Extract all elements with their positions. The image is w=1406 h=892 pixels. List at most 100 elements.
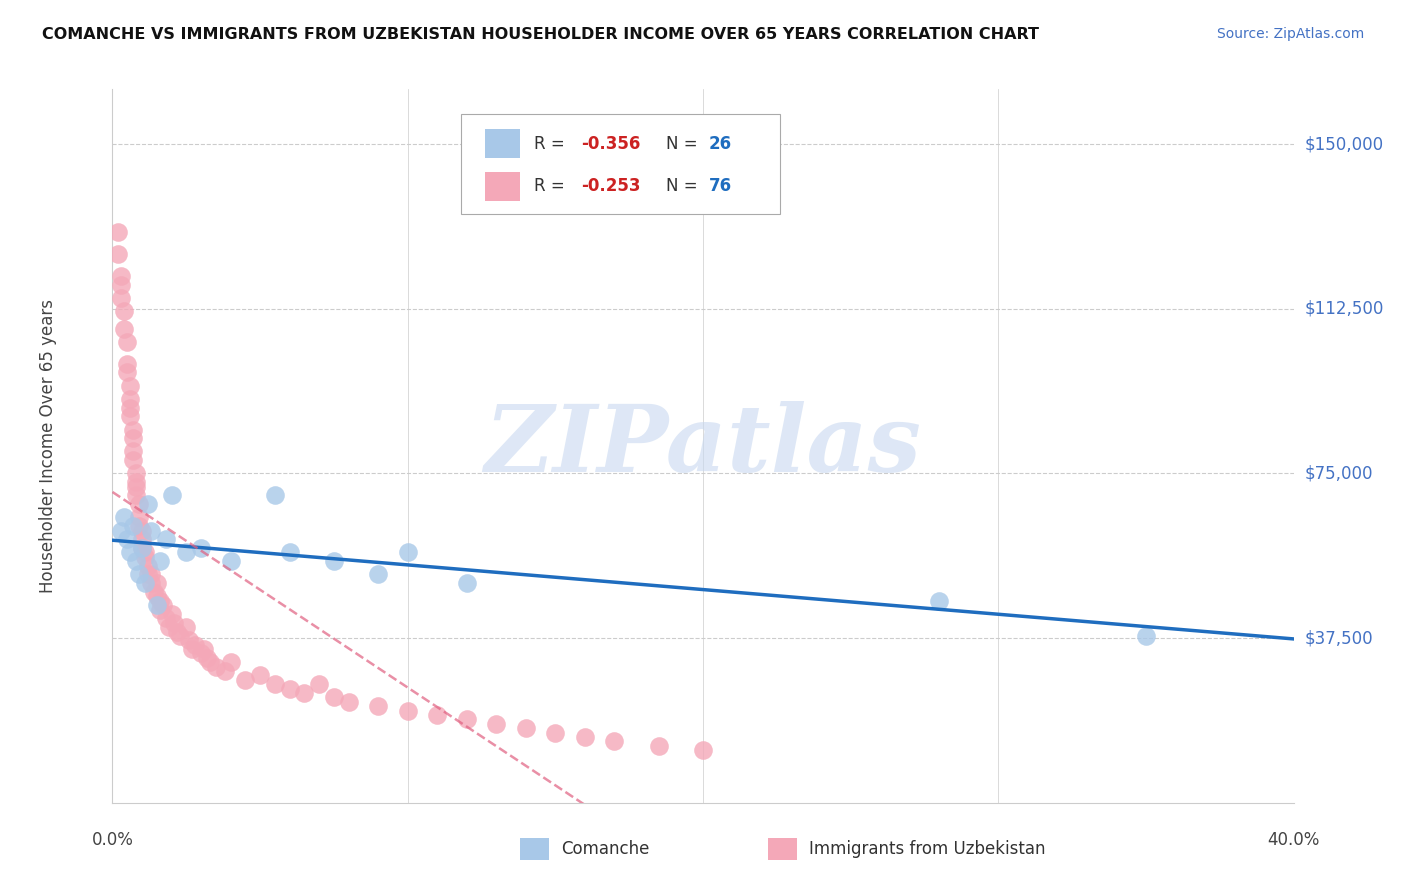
Text: R =: R = [534, 135, 569, 153]
Point [278, 681, 301, 696]
Point [155, 533, 177, 547]
Point [139, 576, 162, 591]
Point [146, 590, 169, 604]
Point [120, 409, 142, 424]
Point [179, 633, 201, 648]
Point [122, 453, 145, 467]
Point [112, 510, 135, 524]
Point [426, 708, 449, 723]
Point [152, 598, 174, 612]
Point [107, 225, 129, 239]
Point [128, 519, 150, 533]
Point [456, 576, 478, 591]
Point [181, 642, 204, 657]
FancyBboxPatch shape [485, 129, 520, 158]
Point [125, 480, 148, 494]
Point [136, 497, 159, 511]
Point [112, 304, 135, 318]
Point [193, 642, 215, 657]
Point [149, 602, 172, 616]
Point [112, 321, 135, 335]
Point [110, 291, 132, 305]
Point [515, 721, 537, 735]
Point [214, 664, 236, 678]
Text: Householder Income Over 65 years: Householder Income Over 65 years [38, 299, 56, 593]
Point [125, 475, 148, 490]
Text: -0.356: -0.356 [581, 135, 641, 153]
Point [292, 686, 315, 700]
Text: Source: ZipAtlas.com: Source: ZipAtlas.com [1216, 27, 1364, 41]
Point [396, 704, 419, 718]
Text: $112,500: $112,500 [1305, 300, 1384, 318]
Point [219, 655, 242, 669]
Point [157, 620, 180, 634]
Text: N =: N = [666, 135, 703, 153]
Point [125, 488, 148, 502]
Point [110, 524, 132, 538]
Point [128, 497, 150, 511]
Text: 40.0%: 40.0% [1267, 831, 1320, 849]
Text: Immigrants from Uzbekistan: Immigrants from Uzbekistan [810, 840, 1046, 858]
Text: $150,000: $150,000 [1305, 135, 1384, 153]
Point [131, 524, 153, 538]
FancyBboxPatch shape [485, 172, 520, 201]
Text: -0.253: -0.253 [581, 178, 641, 195]
Point [131, 541, 153, 555]
Point [603, 734, 626, 748]
Point [278, 545, 301, 559]
Point [190, 541, 212, 555]
Point [692, 743, 714, 757]
Point [146, 576, 169, 591]
Point [128, 510, 150, 524]
FancyBboxPatch shape [768, 838, 797, 860]
Point [136, 567, 159, 582]
Point [120, 401, 142, 415]
Point [122, 444, 145, 458]
Text: Comanche: Comanche [561, 840, 650, 858]
Point [163, 615, 186, 630]
Point [139, 567, 162, 582]
Point [146, 598, 169, 612]
Text: N =: N = [666, 178, 703, 195]
Point [120, 545, 142, 559]
Text: ZIPatlas: ZIPatlas [485, 401, 921, 491]
Point [134, 545, 156, 559]
Point [928, 594, 950, 608]
Point [136, 558, 159, 573]
Point [122, 431, 145, 445]
Point [396, 545, 419, 559]
Text: $75,000: $75,000 [1305, 465, 1374, 483]
Point [574, 730, 596, 744]
Point [233, 673, 256, 687]
Point [139, 524, 162, 538]
Point [219, 554, 242, 568]
Point [456, 712, 478, 726]
Point [131, 541, 153, 555]
Point [1135, 629, 1157, 643]
Point [128, 567, 150, 582]
Point [131, 533, 153, 547]
Point [117, 334, 138, 349]
Point [122, 519, 145, 533]
Text: 76: 76 [709, 178, 733, 195]
Point [125, 467, 148, 481]
Point [169, 629, 191, 643]
Point [198, 655, 221, 669]
Point [195, 651, 218, 665]
Text: R =: R = [534, 178, 569, 195]
Point [120, 392, 142, 406]
Point [120, 378, 142, 392]
Text: $37,500: $37,500 [1305, 629, 1374, 647]
Point [122, 423, 145, 437]
Text: COMANCHE VS IMMIGRANTS FROM UZBEKISTAN HOUSEHOLDER INCOME OVER 65 YEARS CORRELAT: COMANCHE VS IMMIGRANTS FROM UZBEKISTAN H… [42, 27, 1039, 42]
Point [249, 668, 271, 682]
Point [166, 624, 188, 639]
Point [367, 699, 389, 714]
Point [155, 611, 177, 625]
Point [110, 277, 132, 292]
Point [125, 554, 148, 568]
Point [205, 659, 228, 673]
Point [149, 594, 172, 608]
Point [337, 695, 360, 709]
Point [647, 739, 671, 753]
